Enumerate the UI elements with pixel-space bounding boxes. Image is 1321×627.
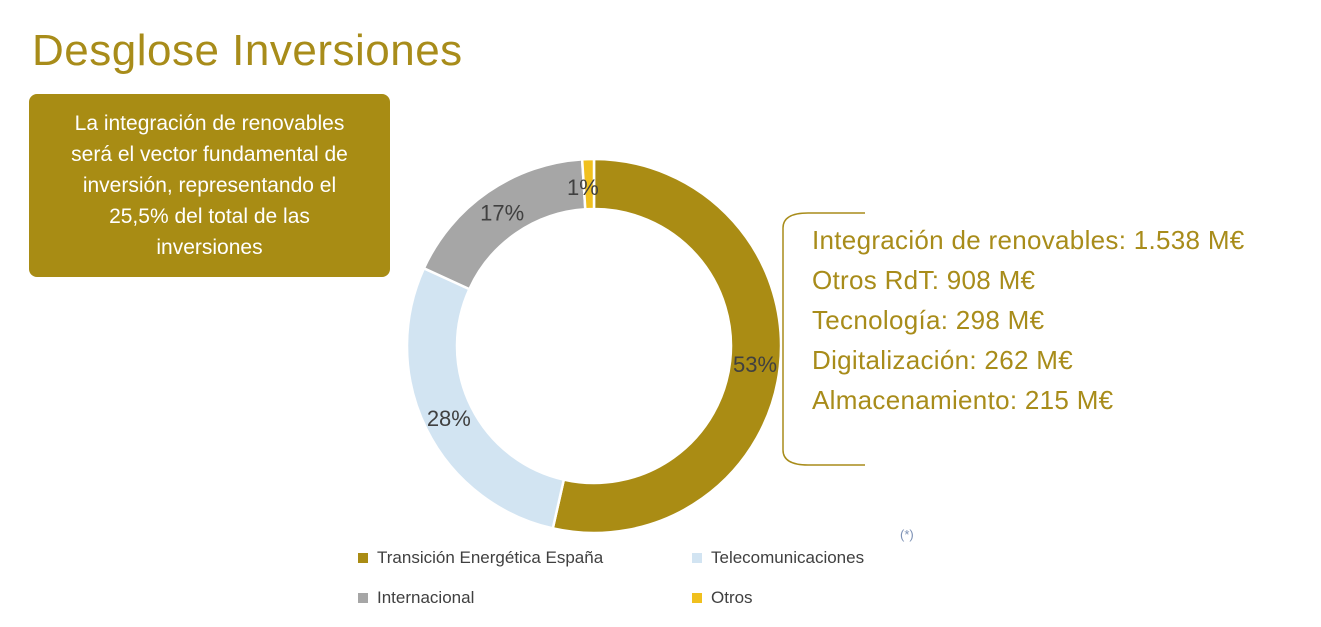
slice-telecom xyxy=(407,268,564,528)
data-label: 53% xyxy=(733,352,777,377)
legend-label: Otros xyxy=(711,588,753,608)
detail-tecnologia: Tecnología: 298 M€ xyxy=(812,300,1245,340)
legend-swatch xyxy=(358,553,368,563)
legend-label: Telecomunicaciones xyxy=(711,548,864,568)
legend-swatch xyxy=(358,593,368,603)
investment-details: Integración de renovables: 1.538 M€ Otro… xyxy=(812,220,1245,420)
data-label: 28% xyxy=(427,406,471,431)
legend-item-transicion: Transición Energética España xyxy=(358,548,603,568)
data-label: 1% xyxy=(567,175,599,200)
detail-digitalizacion: Digitalización: 262 M€ xyxy=(812,340,1245,380)
legend-label: Internacional xyxy=(377,588,474,608)
legend-item-otros: Otros xyxy=(692,588,753,608)
detail-almacenamiento: Almacenamiento: 215 M€ xyxy=(812,380,1245,420)
legend-label: Transición Energética España xyxy=(377,548,603,568)
slice-transicion xyxy=(553,159,781,533)
legend-swatch xyxy=(692,553,702,563)
detail-renovables: Integración de renovables: 1.538 M€ xyxy=(812,220,1245,260)
detail-otros-rdt: Otros RdT: 908 M€ xyxy=(812,260,1245,300)
legend-swatch xyxy=(692,593,702,603)
footnote-marker: (*) xyxy=(900,527,914,542)
legend-item-telecom: Telecomunicaciones xyxy=(692,548,864,568)
legend-item-internacional: Internacional xyxy=(358,588,474,608)
data-label: 17% xyxy=(480,201,524,226)
